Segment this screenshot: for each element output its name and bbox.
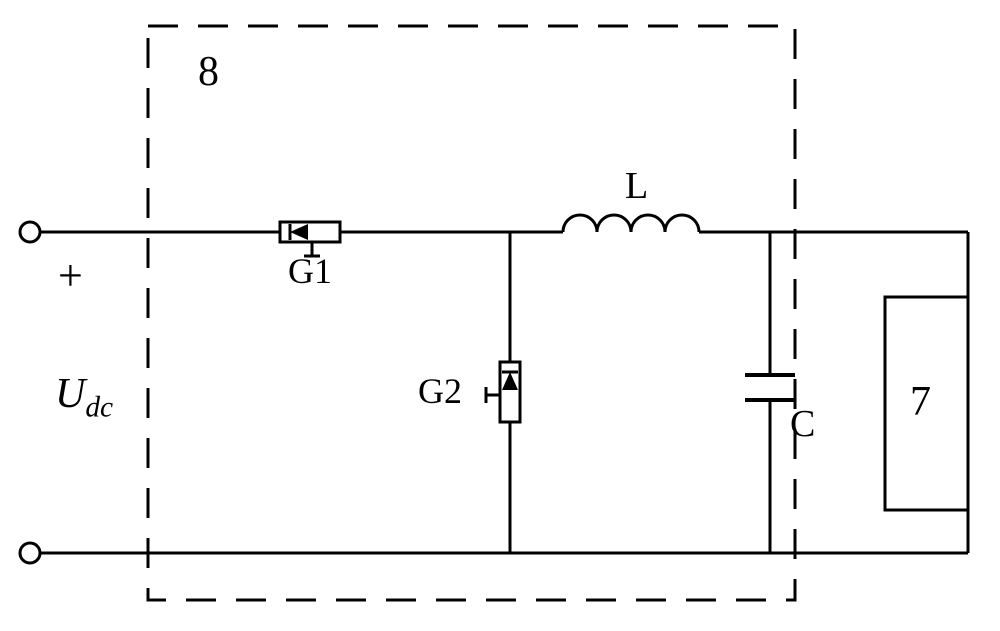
label-box-8: 8 (198, 48, 219, 96)
label-plus: + (58, 250, 83, 301)
label-c: C (790, 402, 815, 446)
terminal-positive (20, 222, 40, 242)
circuit-diagram (0, 0, 1000, 631)
label-block-7: 7 (910, 378, 931, 426)
label-l: L (625, 164, 648, 208)
label-minus: − (58, 528, 83, 579)
capacitor-c (745, 375, 795, 400)
label-g2: G2 (418, 370, 462, 412)
switch-g2 (486, 362, 520, 422)
inductor-l (563, 215, 699, 232)
terminal-negative (20, 543, 40, 563)
label-udc: Udc (55, 370, 113, 424)
label-g1: G1 (288, 250, 332, 292)
dashed-box-8 (148, 26, 795, 600)
